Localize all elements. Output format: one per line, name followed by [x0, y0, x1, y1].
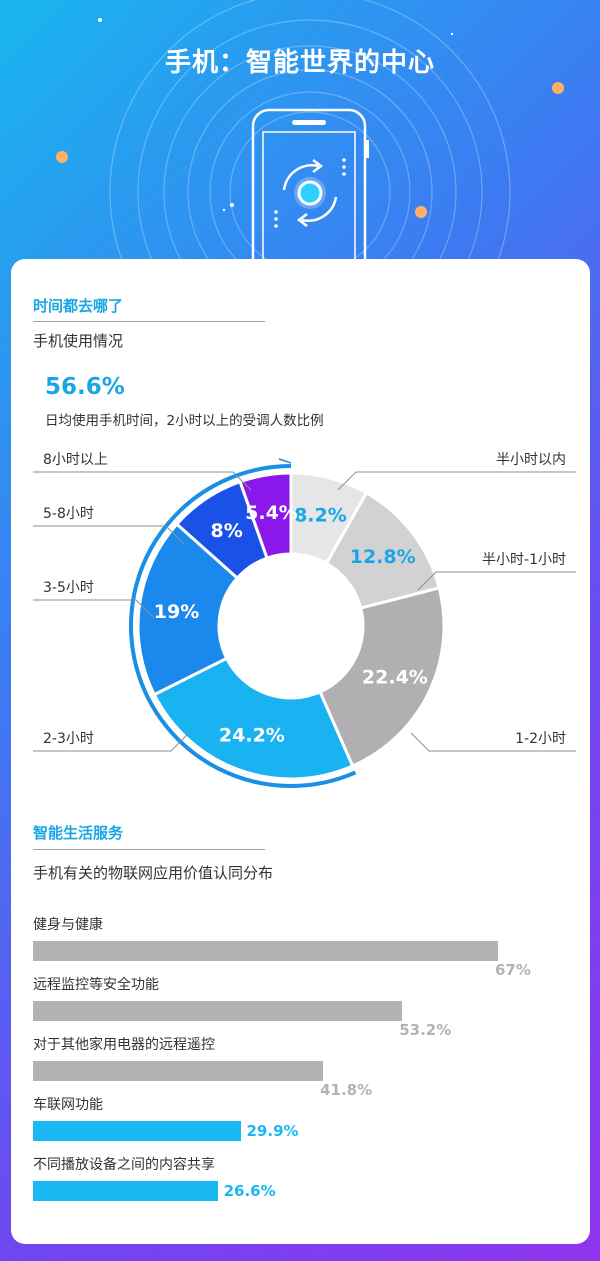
donut-slice [136, 521, 240, 697]
section-divider [33, 321, 265, 322]
category-label: 2-3小时 [43, 731, 94, 747]
donut-slice [152, 656, 355, 781]
bar [33, 941, 498, 961]
category-leader-line [410, 732, 576, 752]
donut-slice [318, 586, 446, 769]
category-label: 半小时-1小时 [482, 552, 566, 568]
slice-value-label: 8% [211, 520, 243, 542]
category-leader-line [33, 471, 252, 491]
usage-donut-chart: 8.2% 半小时以内 12.8% 半小时-1小时 22.4% 1-2小时 24.2% 2-3小… [33, 452, 576, 788]
category-label: 5-8小时 [43, 506, 94, 522]
category-label: 8小时以上 [43, 452, 108, 468]
sync-icon [274, 158, 346, 228]
page-title: 手机：智能世界的中心 [164, 48, 435, 78]
section-subtitle-usage: 手机使用情况 [33, 332, 124, 350]
bar [33, 1001, 403, 1021]
bar-category-label: 对于其他家用电器的远程遥控 [33, 1037, 215, 1053]
bar [33, 1061, 324, 1081]
slice-value-label: 12.8% [350, 546, 416, 568]
orange-dot-icon [56, 82, 564, 218]
category-leader-line [33, 599, 155, 619]
section-subtitle-iot: 手机有关的物联网应用价值认同分布 [33, 864, 274, 882]
bar-value-label: 26.6% [223, 1182, 276, 1200]
slice-value-label: 8.2% [294, 504, 347, 526]
highlight-description: 日均使用手机时间，2小时以上的受调人数比例 [45, 413, 324, 429]
content-card: 时间都去哪了 手机使用情况 56.6% 日均使用手机时间，2小时以上的受调人数比… [11, 259, 590, 1244]
bar-category-label: 不同播放设备之间的内容共享 [33, 1157, 215, 1173]
donut-slice [238, 471, 293, 561]
category-leader-line [33, 732, 190, 752]
category-leader-line [337, 471, 576, 491]
category-label: 1-2小时 [515, 731, 566, 747]
highlight-leader [278, 458, 292, 464]
sparkle-icon [98, 18, 454, 212]
section-title-smart: 智能生活服务 [33, 824, 124, 842]
bar-value-label: 41.8% [320, 1081, 373, 1099]
highlight-arc [129, 464, 357, 788]
bar-category-label: 远程监控等安全功能 [33, 977, 159, 993]
section-divider [33, 849, 265, 850]
section-title-time: 时间都去哪了 [33, 297, 124, 315]
bar-category-label: 健身与健康 [33, 917, 103, 933]
bar-value-label: 29.9% [246, 1122, 299, 1140]
category-leader-line [33, 525, 185, 545]
bar [33, 1181, 218, 1201]
category-leader-line [417, 571, 576, 591]
bar-value-label: 53.2% [399, 1021, 452, 1039]
category-label: 3-5小时 [43, 580, 94, 596]
category-label: 半小时以内 [496, 452, 566, 468]
slice-value-label: 24.2% [219, 725, 285, 747]
bar-value-label: 67% [495, 961, 531, 979]
bar-category-label: 车联网功能 [33, 1097, 103, 1113]
bar [33, 1121, 241, 1141]
highlight-value: 56.6% [45, 374, 125, 400]
slice-value-label: 5.4% [245, 502, 298, 524]
slice-value-label: 19% [154, 601, 199, 623]
slice-value-label: 22.4% [362, 666, 428, 688]
